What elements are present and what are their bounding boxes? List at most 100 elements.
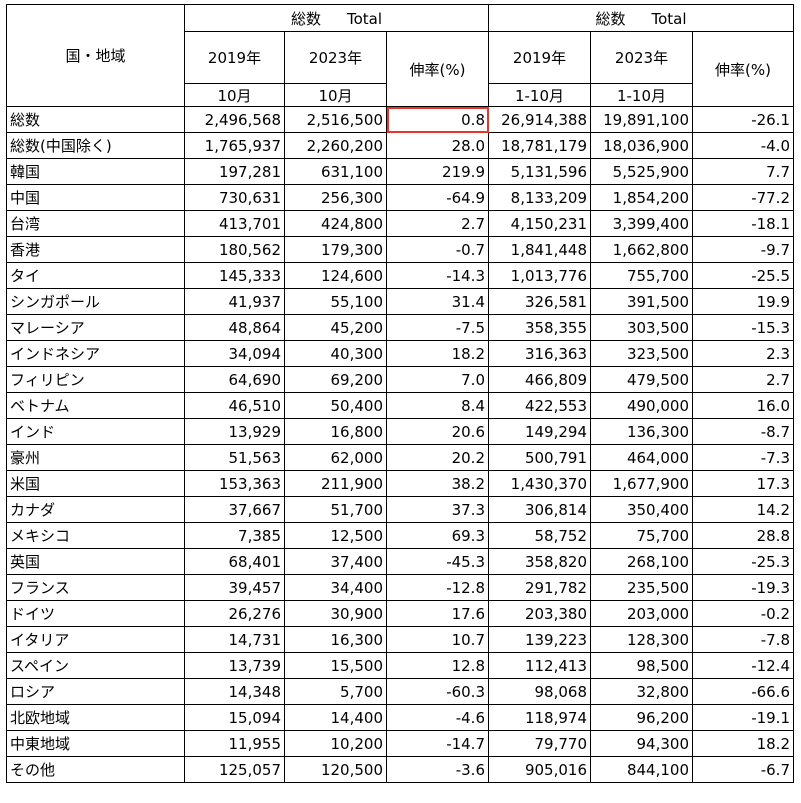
growth-ytd-cell: 17.3 (692, 470, 794, 497)
table-row: シンガポール 41,937 55,100 31.4 326,581 391,500 19.9 (6, 288, 794, 315)
growth-month-cell: -64.9 (386, 184, 489, 211)
region-name: タイ (6, 262, 185, 289)
visits-2023-ytd-cell: 844,100 (590, 756, 693, 783)
region-name: インドネシア (6, 340, 185, 367)
growth-month-cell: 0.8 (386, 106, 489, 133)
table-row: カナダ 37,667 51,700 37.3 306,814 350,400 14.2 (6, 496, 794, 523)
growth-ytd-cell: 19.9 (692, 288, 794, 315)
growth-ytd-cell: -26.1 (692, 106, 794, 133)
growth-ytd-cell: -77.2 (692, 184, 794, 211)
table-row: 香港 180,562 179,300 -0.7 1,841,448 1,662,800 -9… (6, 236, 794, 263)
growth-month-cell: -14.3 (386, 262, 489, 289)
visits-2023-ytd-cell: 1,854,200 (590, 184, 693, 211)
visits-2023-month-cell: 62,000 (284, 444, 387, 471)
growth-month-cell: -7.5 (386, 314, 489, 341)
visits-2019-month-cell: 64,690 (184, 366, 285, 393)
growth-month-cell: 10.7 (386, 626, 489, 653)
visits-2019-ytd-cell: 422,553 (488, 392, 591, 419)
visits-2019-ytd-cell: 4,150,231 (488, 210, 591, 237)
region-name: 総数(中国除く) (6, 132, 185, 159)
visits-2019-ytd-cell: 1,841,448 (488, 236, 591, 263)
growth-month-cell: 2.7 (386, 210, 489, 237)
visits-2023-ytd-cell: 235,500 (590, 574, 693, 601)
visits-2023-ytd-cell: 98,500 (590, 652, 693, 679)
visits-2023-month-cell: 34,400 (284, 574, 387, 601)
visits-2023-ytd-cell: 303,500 (590, 314, 693, 341)
visits-2019-month-cell: 51,563 (184, 444, 285, 471)
visits-2019-ytd-cell: 18,781,179 (488, 132, 591, 159)
region-name: 中国 (6, 184, 185, 211)
group-label-jp: 総数 (595, 9, 626, 28)
visits-2023-ytd-cell: 464,000 (590, 444, 693, 471)
visits-2023-month-cell: 16,800 (284, 418, 387, 445)
visits-2019-ytd-cell: 466,809 (488, 366, 591, 393)
region-name: フランス (6, 574, 185, 601)
table-row: 英国 68,401 37,400 -45.3 358,820 268,100 -25.3 (6, 548, 794, 575)
region-name: インド (6, 418, 185, 445)
visits-2023-ytd-cell: 136,300 (590, 418, 693, 445)
visits-2023-month-cell: 51,700 (284, 496, 387, 523)
region-name: 豪州 (6, 444, 185, 471)
growth-ytd-cell: -0.2 (692, 600, 794, 627)
visits-2019-ytd-cell: 26,914,388 (488, 106, 591, 133)
growth-ytd-cell: -4.0 (692, 132, 794, 159)
visits-2023-ytd-cell: 96,200 (590, 704, 693, 731)
growth-ytd-cell: -9.7 (692, 236, 794, 263)
growth-ytd-cell: -7.3 (692, 444, 794, 471)
growth-month-cell: 28.0 (386, 132, 489, 159)
visits-2023-month-cell: 55,100 (284, 288, 387, 315)
visits-2019-month-cell: 46,510 (184, 392, 285, 419)
region-name: その他 (6, 756, 185, 783)
visits-2023-ytd-cell: 128,300 (590, 626, 693, 653)
visits-2023-ytd-cell: 1,677,900 (590, 470, 693, 497)
visits-2023-month-cell: 14,400 (284, 704, 387, 731)
group-label-en: Total (651, 9, 687, 28)
table-row: フィリピン 64,690 69,200 7.0 466,809 479,500 2.7 (6, 366, 794, 393)
growth-month-cell: 38.2 (386, 470, 489, 497)
growth-ytd-cell: 7.7 (692, 158, 794, 185)
visits-2023-month-cell: 211,900 (284, 470, 387, 497)
visits-2023-ytd-cell: 391,500 (590, 288, 693, 315)
growth-ytd-cell: 16.0 (692, 392, 794, 419)
table-row: 米国 153,363 211,900 38.2 1,430,370 1,677,900 17… (6, 470, 794, 497)
region-column-header: 国・地域 (6, 4, 185, 107)
visits-2023-month-cell: 45,200 (284, 314, 387, 341)
table-row: 豪州 51,563 62,000 20.2 500,791 464,000 -7.3 (6, 444, 794, 471)
visits-2019-month-cell: 125,057 (184, 756, 285, 783)
visits-2019-ytd-cell: 112,413 (488, 652, 591, 679)
monthly-group-header: 総数 Total (184, 4, 489, 32)
growth-ytd-cell: -6.7 (692, 756, 794, 783)
visits-2019-month-cell: 15,094 (184, 704, 285, 731)
region-name: 英国 (6, 548, 185, 575)
visits-2019-month-cell: 68,401 (184, 548, 285, 575)
visits-2019-ytd-cell: 1,430,370 (488, 470, 591, 497)
growth-month-cell: 12.8 (386, 652, 489, 679)
table-row: ベトナム 46,510 50,400 8.4 422,553 490,000 16.0 (6, 392, 794, 419)
table-row: スペイン 13,739 15,500 12.8 112,413 98,500 -12.4 (6, 652, 794, 679)
visits-2019-month-cell: 39,457 (184, 574, 285, 601)
visits-2023-ytd-cell: 350,400 (590, 496, 693, 523)
group-label-jp: 総数 (290, 9, 321, 28)
growth-ytd-cell: 14.2 (692, 496, 794, 523)
visits-2023-month-cell: 120,500 (284, 756, 387, 783)
region-name: シンガポール (6, 288, 185, 315)
visits-2019-month-cell: 180,562 (184, 236, 285, 263)
visits-2023-ytd-cell: 75,700 (590, 522, 693, 549)
visits-2023-ytd-cell: 32,800 (590, 678, 693, 705)
col-2019-ytd: 2019年 (488, 31, 591, 84)
visits-2023-month-cell: 2,516,500 (284, 106, 387, 133)
region-name: 中東地域 (6, 730, 185, 757)
region-name: スペイン (6, 652, 185, 679)
region-name: フィリピン (6, 366, 185, 393)
visits-2019-ytd-cell: 500,791 (488, 444, 591, 471)
visits-2019-ytd-cell: 358,820 (488, 548, 591, 575)
region-name: イタリア (6, 626, 185, 653)
month-sub-header: 10月 (184, 83, 285, 107)
visits-2023-ytd-cell: 755,700 (590, 262, 693, 289)
table-row: インドネシア 34,094 40,300 18.2 316,363 323,500 2.3 (6, 340, 794, 367)
visits-2019-month-cell: 13,739 (184, 652, 285, 679)
visits-2019-ytd-cell: 139,223 (488, 626, 591, 653)
visits-2023-ytd-cell: 203,000 (590, 600, 693, 627)
visitor-statistics-table: 国・地域 総数 Total 総数 Total 2019年 2023年 伸率(%) 2… (6, 4, 794, 783)
region-name: カナダ (6, 496, 185, 523)
